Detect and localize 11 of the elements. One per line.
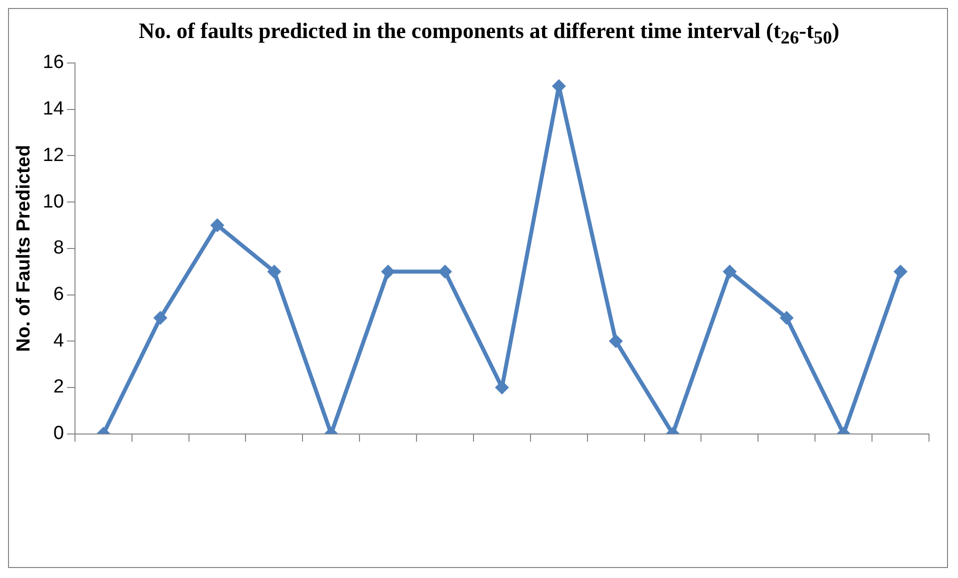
y-tick-label: 14 <box>42 98 64 120</box>
chart-title: No. of faults predicted in the components at different time interval (t$_{26}$-t$_{50}$) <box>138 17 840 50</box>
y-tick-label: 4 <box>53 330 64 352</box>
y-tick-label: 12 <box>42 144 64 166</box>
y-tick-label: 8 <box>53 238 64 259</box>
y-tick-label: 0 <box>53 423 64 444</box>
y-axis-title: No. of Faults Predicted <box>14 144 35 352</box>
y-tick-label: 16 <box>42 52 64 74</box>
y-tick-label: 10 <box>42 191 64 212</box>
y-tick-label: 6 <box>53 284 64 305</box>
y-tick-label: 2 <box>53 376 64 398</box>
